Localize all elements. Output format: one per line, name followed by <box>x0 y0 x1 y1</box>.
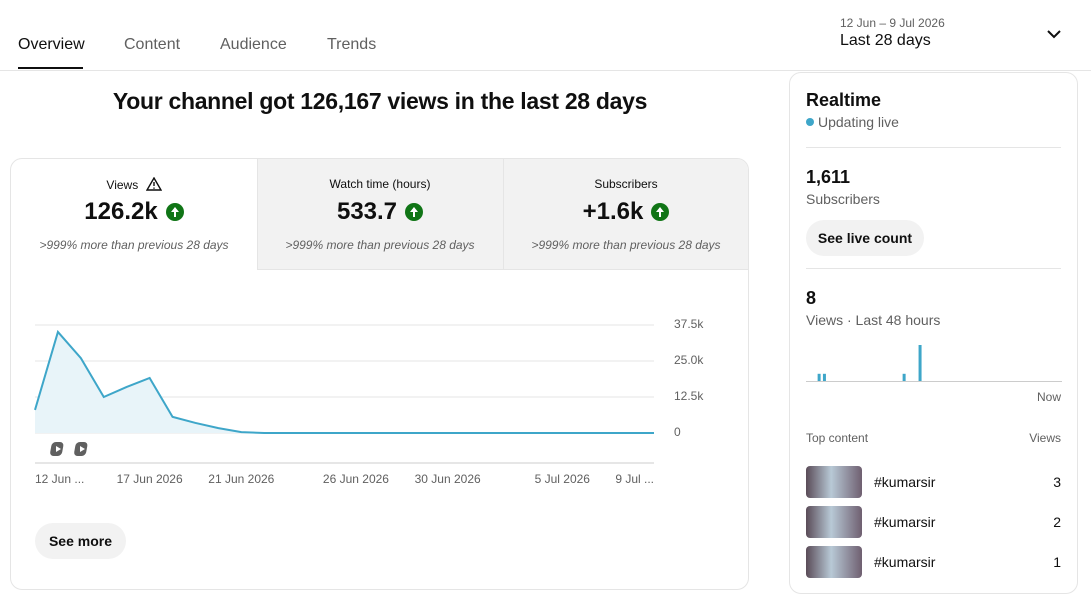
tab[interactable]: Content <box>124 36 181 53</box>
subscriber-count: 1,611 <box>806 167 851 187</box>
x-tick-label: 21 Jun 2026 <box>208 472 274 486</box>
x-tick-label: 26 Jun 2026 <box>323 472 389 486</box>
x-tick-label: 12 Jun ... <box>35 472 84 486</box>
area <box>35 331 654 433</box>
metric-value-text: +1.6k <box>582 198 644 225</box>
shorts-icon <box>50 442 64 456</box>
date-picker[interactable]: 12 Jun – 9 Jul 2026 Last 28 days <box>830 10 1075 60</box>
date-range-label: Last 28 days <box>840 32 931 49</box>
y-tick-label: 0 <box>674 425 681 439</box>
hourly-bar <box>822 373 826 381</box>
tab[interactable]: Overview <box>18 36 85 53</box>
x-tick-label: 30 Jun 2026 <box>415 472 481 486</box>
see-more-button[interactable]: See more <box>35 523 126 559</box>
separator <box>806 268 1061 269</box>
y-tick-label: 12.5k <box>674 389 704 403</box>
top-content-label: Top content <box>806 431 869 445</box>
up-icon <box>165 203 184 221</box>
content-title[interactable]: #kumarsir <box>874 474 936 490</box>
content-views: 3 <box>1053 474 1061 490</box>
now-label: Now <box>1036 390 1061 404</box>
hourly-chart <box>806 345 1062 382</box>
header-border <box>0 70 1091 71</box>
live-count-button[interactable]: See live count <box>806 220 924 256</box>
warning-icon <box>145 176 162 191</box>
date-range: 12 Jun – 9 Jul 2026 <box>840 16 945 30</box>
metric-change: >999% more than previous 28 days <box>285 238 475 252</box>
metric-divider <box>503 159 504 269</box>
separator <box>806 147 1061 148</box>
content-views: 1 <box>1053 554 1061 570</box>
metric-change: >999% more than previous 28 days <box>39 238 229 252</box>
metric-tab[interactable]: Views 126.2k >999% more than previous 28… <box>11 159 257 269</box>
y-tick-label: 37.5k <box>674 317 704 331</box>
hourly-bar <box>817 373 821 381</box>
realtime-title: Realtime <box>806 90 882 110</box>
metric-label-text: Views <box>106 178 139 192</box>
metric-tab[interactable]: Watch time (hours) 533.7 >999% more than… <box>257 159 503 269</box>
hourly-bar <box>902 373 906 381</box>
tab[interactable]: Trends <box>327 36 377 53</box>
hourly-bar <box>918 345 922 381</box>
tab-indicator <box>18 67 83 69</box>
views-chart: 0 12.5k 25.0k 37.5k 12 Jun ... 17 Jun 2026 21 … <box>34 317 704 486</box>
live-dot <box>806 118 814 126</box>
thumbnail[interactable] <box>806 506 862 538</box>
thumbnail[interactable] <box>806 546 862 578</box>
x-tick-label: 9 Jul ... <box>615 472 654 486</box>
metric-label: Subscribers <box>594 177 658 191</box>
metric-tab[interactable]: Subscribers +1.6k >999% more than previo… <box>503 159 749 269</box>
metric-value-text: 533.7 <box>336 198 398 225</box>
chevron <box>1047 30 1061 39</box>
x-tick-label: 5 Jul 2026 <box>535 472 591 486</box>
up-icon <box>651 203 670 221</box>
content-views: 2 <box>1053 514 1061 530</box>
metric-label: Watch time (hours) <box>329 177 431 191</box>
y-tick-label: 25.0k <box>674 353 704 367</box>
up-icon <box>405 203 424 221</box>
subscriber-label: Subscribers <box>806 191 880 207</box>
thumbnail[interactable] <box>806 466 862 498</box>
x-tick-label: 17 Jun 2026 <box>117 472 183 486</box>
analytics-page: Overview Content Audience Trends 12 Jun … <box>0 10 1091 594</box>
content-title[interactable]: #kumarsir <box>874 554 936 570</box>
line <box>34 329 654 434</box>
metric-value: 126.2k <box>84 198 184 226</box>
metric-value: 533.7 <box>336 198 424 226</box>
metric-value-text: 126.2k <box>84 198 158 225</box>
metric-label: Views <box>11 176 257 193</box>
realtime-views: 8 <box>806 288 817 308</box>
metric-value: +1.6k <box>583 198 670 226</box>
tab[interactable]: Audience <box>220 36 287 53</box>
shorts-icon <box>74 442 88 456</box>
headline: Your channel got 126,167 views in the la… <box>112 88 648 114</box>
content-title[interactable]: #kumarsir <box>874 514 936 530</box>
realtime-status: Updating live <box>818 114 899 130</box>
page: {"tabs": ["Overview", "Content", "Audien… <box>0 10 1091 594</box>
top-views-label: Views <box>1029 431 1061 445</box>
metric-change: >999% more than previous 28 days <box>531 238 721 252</box>
realtime-views-label: Views · Last 48 hours <box>806 312 941 328</box>
